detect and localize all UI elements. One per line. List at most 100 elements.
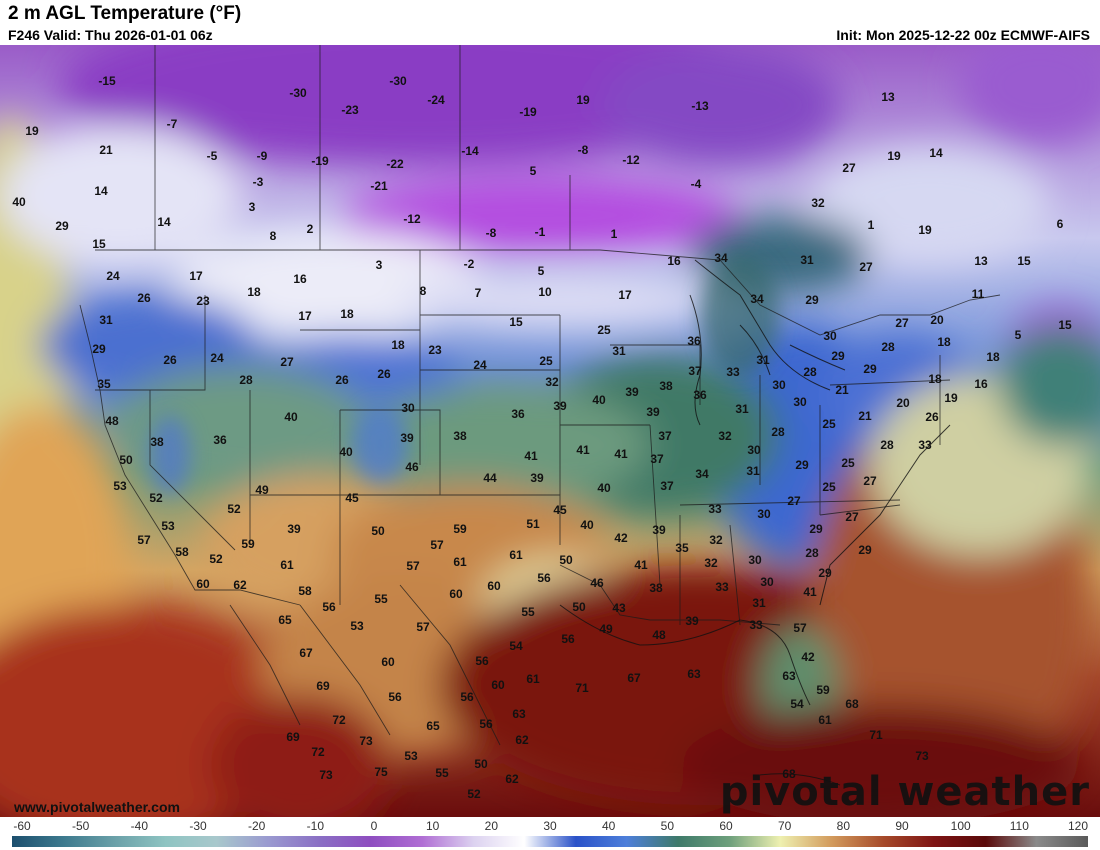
temperature-label: 43 bbox=[612, 601, 626, 615]
temperature-label: 30 bbox=[747, 443, 761, 457]
temperature-label: 21 bbox=[858, 409, 872, 423]
temperature-label: -9 bbox=[256, 149, 268, 163]
temperature-label: 25 bbox=[539, 354, 553, 368]
temperature-label: 18 bbox=[928, 372, 942, 386]
temperature-label: 39 bbox=[400, 431, 414, 445]
temperature-label: 40 bbox=[284, 410, 298, 424]
temperature-label: 71 bbox=[869, 728, 883, 742]
temperature-label: 29 bbox=[831, 349, 845, 363]
temperature-label: -7 bbox=[166, 117, 178, 131]
temperature-label: 10 bbox=[538, 285, 552, 299]
temperature-label: 15 bbox=[509, 315, 523, 329]
temperature-label: 52 bbox=[227, 502, 241, 516]
temperature-label: 53 bbox=[113, 479, 127, 493]
temperature-label: 50 bbox=[474, 757, 488, 771]
temperature-label: 73 bbox=[359, 734, 373, 748]
temperature-label: 34 bbox=[750, 292, 764, 306]
temperature-label: 56 bbox=[561, 632, 575, 646]
temperature-label: 68 bbox=[782, 767, 796, 781]
temperature-label: 31 bbox=[756, 353, 770, 367]
temperature-label: 20 bbox=[930, 313, 944, 327]
temperature-label: 29 bbox=[55, 219, 69, 233]
temperature-label: 28 bbox=[239, 373, 253, 387]
temperature-label: 39 bbox=[530, 471, 544, 485]
temperature-label: 25 bbox=[822, 480, 836, 494]
temperature-label: 29 bbox=[863, 362, 877, 376]
temperature-label: 8 bbox=[419, 284, 427, 298]
temperature-label: 16 bbox=[293, 272, 307, 286]
temperature-label: 33 bbox=[715, 580, 729, 594]
temperature-label: -13 bbox=[691, 99, 709, 113]
temperature-label: 73 bbox=[915, 749, 929, 763]
temperature-label: 32 bbox=[704, 556, 718, 570]
temperature-label: 61 bbox=[280, 558, 294, 572]
colorbar-tick-label: 20 bbox=[484, 819, 499, 833]
temperature-label: 50 bbox=[559, 553, 573, 567]
colorbar-tick-label: 40 bbox=[601, 819, 616, 833]
temperature-label: 54 bbox=[509, 639, 523, 653]
temperature-label: 35 bbox=[675, 541, 689, 555]
temperature-label: 18 bbox=[937, 335, 951, 349]
temperature-label: 34 bbox=[695, 467, 709, 481]
temperature-label: 46 bbox=[590, 576, 604, 590]
temperature-label: 69 bbox=[286, 730, 300, 744]
temperature-label: -8 bbox=[577, 143, 589, 157]
website-watermark: www.pivotalweather.com bbox=[14, 799, 180, 815]
temperature-label: 40 bbox=[592, 393, 606, 407]
temperature-label: 65 bbox=[278, 613, 292, 627]
temperature-label: 18 bbox=[247, 285, 261, 299]
temperature-label: 29 bbox=[809, 522, 823, 536]
temperature-label: 32 bbox=[811, 196, 825, 210]
brand-logo: pivotal weather bbox=[719, 769, 1090, 815]
temperature-label: 46 bbox=[405, 460, 419, 474]
temperature-label: 20 bbox=[896, 396, 910, 410]
temperature-label: -30 bbox=[389, 74, 407, 88]
colorbar-tick-label: 60 bbox=[719, 819, 733, 833]
temperature-label: 28 bbox=[805, 546, 819, 560]
colorbar-tick-label: 50 bbox=[660, 819, 675, 833]
temperature-label: 30 bbox=[823, 329, 837, 343]
temperature-label: 27 bbox=[842, 161, 856, 175]
temperature-label: 28 bbox=[881, 340, 895, 354]
temperature-label: 5 bbox=[537, 264, 545, 278]
temperature-label: 14 bbox=[929, 146, 943, 160]
temperature-label: 30 bbox=[793, 395, 807, 409]
temperature-label: 60 bbox=[487, 579, 501, 593]
temperature-label: 39 bbox=[646, 405, 660, 419]
temperature-label: 41 bbox=[634, 558, 648, 572]
temperature-label: 50 bbox=[371, 524, 385, 538]
temperature-label: 27 bbox=[859, 260, 873, 274]
colorbar-ticks: -60 -50 -40 -30 -20 -10 0 10 20 30 40 50 60 70 80 90 100… bbox=[0, 819, 1100, 833]
temperature-label: 59 bbox=[816, 683, 830, 697]
temperature-label: 54 bbox=[790, 697, 804, 711]
temperature-label: -12 bbox=[403, 212, 421, 226]
temperature-label: 40 bbox=[597, 481, 611, 495]
colorbar-tick-label: 70 bbox=[777, 819, 792, 833]
temperature-label: 19 bbox=[918, 223, 932, 237]
temperature-label: 40 bbox=[580, 518, 594, 532]
temperature-label: 13 bbox=[974, 254, 988, 268]
temperature-label: 35 bbox=[97, 377, 111, 391]
temperature-label: 58 bbox=[298, 584, 312, 598]
temperature-label: 33 bbox=[726, 365, 740, 379]
init-time: Init: Mon 2025-12-22 00z ECMWF-AIFS bbox=[836, 27, 1090, 43]
temperature-label: -30 bbox=[289, 86, 307, 100]
colorbar-tick-label: 90 bbox=[895, 819, 909, 833]
temperature-label: 53 bbox=[350, 619, 364, 633]
temperature-label: 11 bbox=[971, 287, 985, 301]
temperature-label: 17 bbox=[189, 269, 203, 283]
temperature-label: 60 bbox=[196, 577, 210, 591]
temperature-label: 32 bbox=[709, 533, 723, 547]
temperature-label: 40 bbox=[12, 195, 26, 209]
temperature-label: -2 bbox=[463, 257, 475, 271]
temperature-label: 37 bbox=[688, 364, 702, 378]
temperature-label: -21 bbox=[370, 179, 388, 193]
temperature-label: -1 bbox=[534, 225, 546, 239]
temperature-label: 69 bbox=[316, 679, 330, 693]
temperature-label: 37 bbox=[660, 479, 674, 493]
temperature-map[interactable]: -15 -30 -30 -24 -23 -19 19 -13 13 19 -7 21 -5 -9 -19 -2… bbox=[0, 45, 1100, 817]
temperature-label: 15 bbox=[92, 237, 106, 251]
temperature-label: 49 bbox=[255, 483, 269, 497]
temperature-label: -5 bbox=[206, 149, 218, 163]
colorbar-tick-label: -40 bbox=[130, 819, 148, 833]
